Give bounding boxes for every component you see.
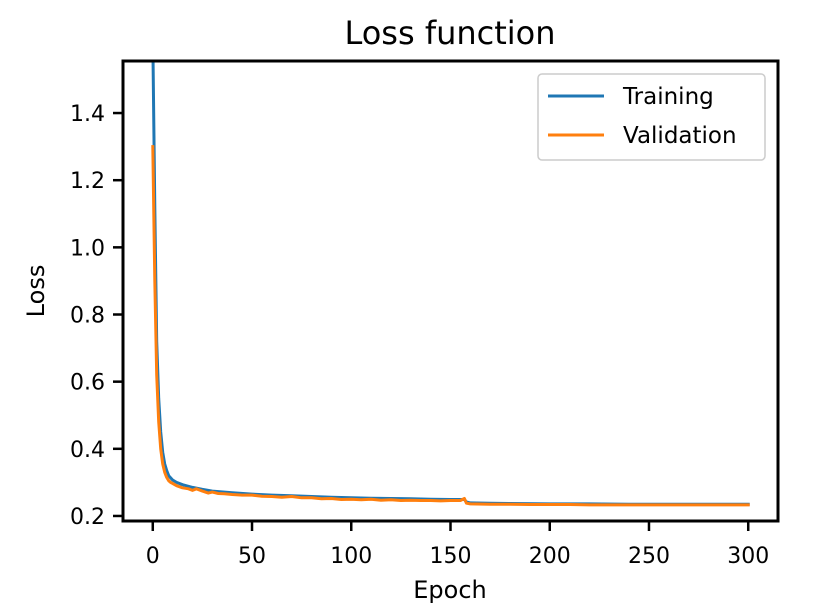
x-tick-label: 0: [146, 544, 160, 569]
y-tick-label: 1.4: [70, 102, 105, 127]
x-axis-ticks: 0 50 100 150 200 250 300: [146, 521, 769, 569]
series-lines: [151, 61, 750, 507]
y-tick-label: 0.4: [70, 438, 105, 463]
y-axis-ticks: 0.2 0.4 0.6 0.8 1.0 1.2 1.4: [70, 102, 123, 530]
x-tick-label: 100: [330, 544, 372, 569]
y-tick-label: 1.2: [70, 169, 105, 194]
x-tick-label: 300: [727, 544, 769, 569]
y-tick-label: 1.0: [70, 236, 105, 261]
legend-label-validation: Validation: [623, 123, 737, 149]
legend: Training Validation: [537, 73, 766, 161]
x-tick-label: 50: [238, 544, 266, 569]
validation-loss-line: [151, 145, 750, 507]
legend-label-training: Training: [622, 84, 714, 110]
y-tick-label: 0.8: [70, 304, 105, 329]
x-tick-label: 250: [628, 544, 670, 569]
y-tick-label: 0.6: [70, 371, 105, 396]
x-tick-label: 150: [430, 544, 472, 569]
y-axis-label: Loss: [22, 265, 50, 318]
chart-title: Loss function: [344, 14, 555, 52]
x-axis-label: Epoch: [413, 576, 487, 604]
x-tick-label: 200: [529, 544, 571, 569]
y-tick-label: 0.2: [70, 505, 105, 530]
